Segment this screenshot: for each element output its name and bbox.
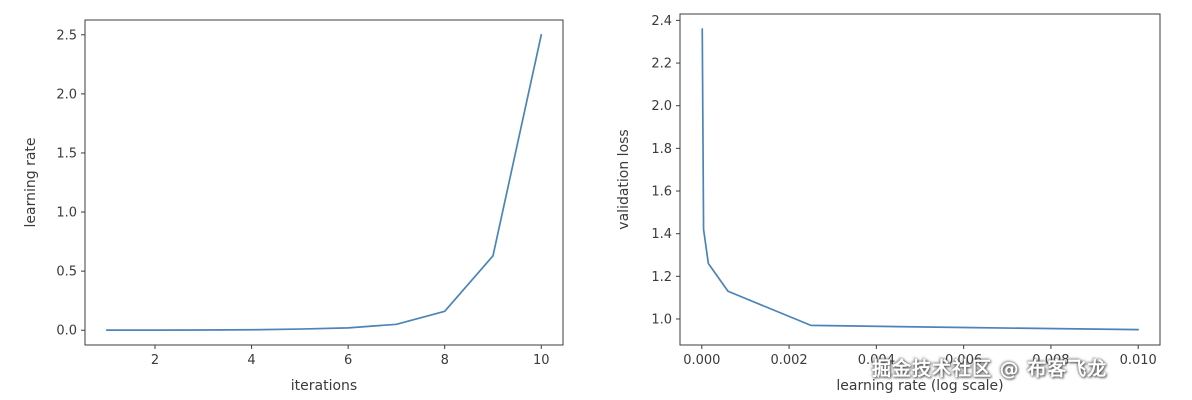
svg-text:0.006: 0.006 (945, 353, 982, 368)
svg-text:2.5: 2.5 (56, 28, 77, 43)
svg-text:2.2: 2.2 (651, 57, 672, 72)
svg-text:1.0: 1.0 (651, 312, 672, 327)
svg-text:1.8: 1.8 (651, 142, 672, 157)
svg-text:1.2: 1.2 (651, 270, 672, 285)
svg-text:0.004: 0.004 (858, 353, 895, 368)
svg-text:0.002: 0.002 (770, 353, 807, 368)
svg-text:iterations: iterations (291, 378, 357, 394)
svg-text:0.0: 0.0 (56, 324, 77, 339)
svg-text:2.0: 2.0 (651, 99, 672, 114)
svg-text:0.008: 0.008 (1032, 353, 1069, 368)
svg-text:2: 2 (151, 353, 159, 368)
svg-text:0.000: 0.000 (683, 353, 720, 368)
svg-text:learning rate: learning rate (23, 137, 39, 227)
svg-text:learning rate (log scale): learning rate (log scale) (836, 378, 1003, 394)
svg-text:6: 6 (344, 353, 352, 368)
validation-loss-vs-learning-rate-chart: 0.000 0.002 0.004 0.006 0.008 0.010 1.0 1.2 1.4 1… (616, 13, 1161, 394)
svg-text:2.0: 2.0 (56, 87, 77, 102)
svg-text:1.0: 1.0 (56, 206, 77, 221)
svg-text:0.5: 0.5 (56, 265, 77, 280)
svg-text:2.4: 2.4 (651, 14, 672, 29)
svg-text:1.4: 1.4 (651, 227, 672, 242)
svg-text:8: 8 (441, 353, 449, 368)
svg-text:4: 4 (247, 353, 255, 368)
svg-text:1.5: 1.5 (56, 146, 77, 161)
learning-rate-vs-iterations-chart: 2 4 6 8 10 0.0 0.5 1.0 1.5 2.0 2.5 iterations learni… (23, 19, 564, 394)
svg-text:0.010: 0.010 (1120, 353, 1157, 368)
svg-text:validation loss: validation loss (616, 129, 632, 229)
svg-text:1.6: 1.6 (651, 185, 672, 200)
svg-text:10: 10 (533, 353, 550, 368)
